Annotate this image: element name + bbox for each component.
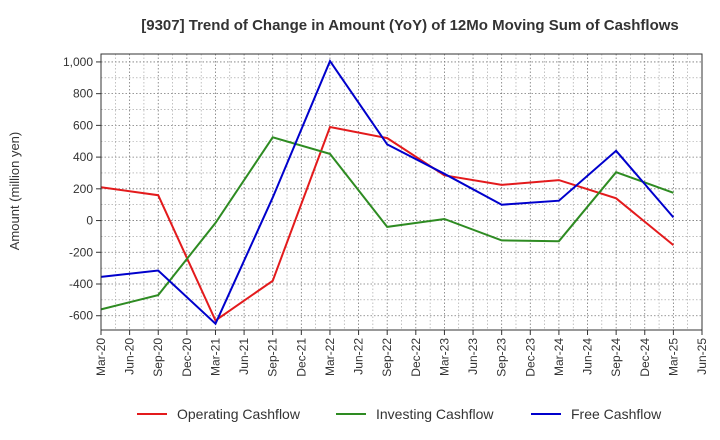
y-ticks: -600 -400 -200 0 200 400 600 800 1,000 (63, 55, 101, 323)
y-tick-label: 800 (73, 87, 93, 101)
x-tick-label: Sep-21 (266, 338, 280, 377)
x-tick-label: Mar-21 (208, 338, 222, 376)
x-tick-label: Sep-23 (495, 338, 509, 377)
x-tick-label: Mar-22 (323, 338, 337, 376)
legend-item-operating-cashflow: Operating Cashflow (137, 406, 301, 422)
y-tick-label: -200 (69, 245, 93, 259)
x-tick-label: Mar-20 (94, 338, 108, 376)
series-line-investing-cashflow (100, 136, 674, 311)
legend: Operating Cashflow Investing Cashflow Free… (137, 406, 662, 422)
y-axis-label: Amount (million yen) (7, 132, 22, 251)
x-tick-label: Jun-24 (581, 338, 595, 375)
legend-label: Investing Cashflow (376, 406, 494, 422)
x-tick-label: Dec-22 (409, 338, 423, 377)
x-tick-label: Dec-24 (638, 338, 652, 377)
x-tick-label: Mar-24 (552, 338, 566, 376)
x-tick-label: Jun-22 (352, 338, 366, 375)
y-tick-label: 200 (73, 182, 93, 196)
y-tick-label: 0 (86, 214, 93, 228)
y-tick-label: 1,000 (63, 55, 93, 69)
x-tick-label: Dec-23 (523, 338, 537, 377)
x-tick-label: Dec-21 (294, 338, 308, 377)
y-tick-label: 400 (73, 150, 93, 164)
y-tick-label: 600 (73, 118, 93, 132)
x-tick-label: Jun-23 (466, 338, 480, 375)
series-group (100, 59, 675, 326)
legend-item-investing-cashflow: Investing Cashflow (336, 406, 494, 422)
x-tick-label: Dec-20 (180, 338, 194, 377)
x-tick-label: Jun-21 (237, 338, 251, 375)
plot-frame (100, 53, 703, 331)
x-tick-label: Sep-24 (609, 338, 623, 377)
legend-label: Free Cashflow (571, 406, 662, 422)
legend-item-free-cashflow: Free Cashflow (531, 406, 662, 422)
grid (100, 54, 703, 330)
chart-title: [9307] Trend of Change in Amount (YoY) o… (141, 17, 679, 34)
y-tick-label: -400 (69, 277, 93, 291)
x-tick-label: Sep-20 (151, 338, 165, 377)
x-tick-label: Sep-22 (380, 338, 394, 377)
series-line-operating-cashflow (100, 125, 675, 323)
y-tick-label: -600 (69, 309, 93, 323)
legend-label: Operating Cashflow (177, 406, 301, 422)
x-tick-label: Jun-25 (695, 338, 709, 375)
x-ticks: Mar-20 Jun-20 Sep-20 Dec-20 Mar-21 Jun-21 Sep-… (94, 330, 709, 377)
series-line-free-cashflow (100, 59, 675, 326)
x-tick-label: Jun-20 (123, 338, 137, 375)
x-tick-label: Mar-25 (666, 338, 680, 376)
x-tick-label: Mar-23 (437, 338, 451, 376)
